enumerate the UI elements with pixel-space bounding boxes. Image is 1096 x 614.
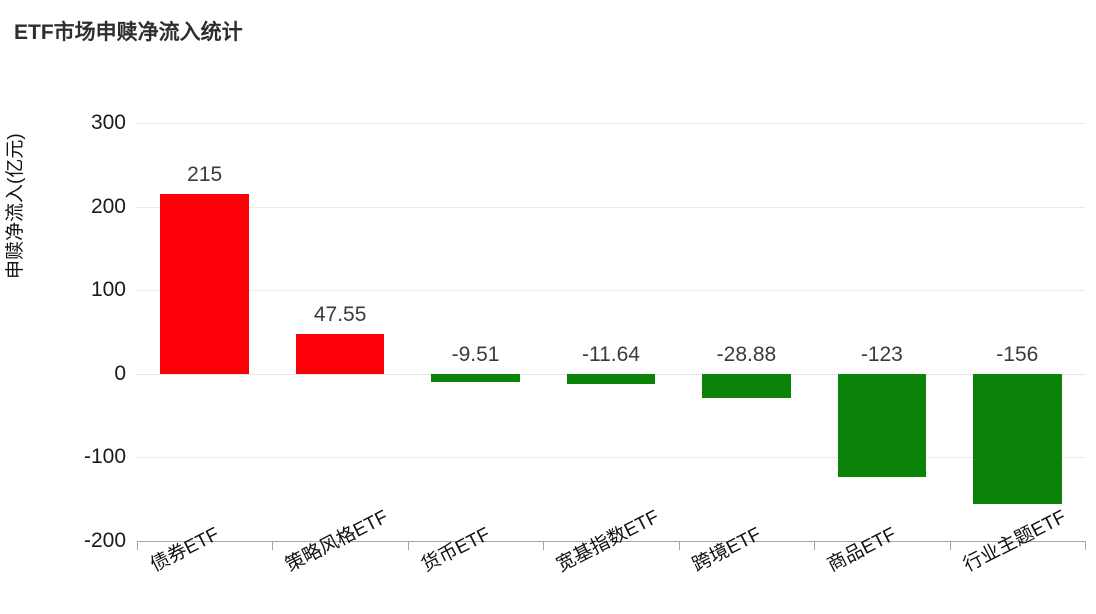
bar-3[interactable] — [431, 373, 520, 382]
x-axis-tick-mark — [543, 541, 545, 550]
plot-area: 215 47.55 -9.51 -11.64 -28.88 -123 -156 — [137, 123, 1085, 542]
bar-value-label-5: -28.88 — [716, 342, 777, 366]
x-axis-tick-mark — [272, 541, 274, 550]
x-axis-line — [137, 541, 1085, 542]
x-axis-tick-mark — [814, 541, 816, 550]
bar-1[interactable] — [160, 194, 250, 374]
bar-7[interactable] — [972, 373, 1062, 505]
x-axis-tick-mark — [137, 541, 138, 550]
bar-value-label-7: -156 — [996, 342, 1039, 366]
bar-value-label-6: -123 — [860, 342, 903, 366]
bar-4[interactable] — [566, 373, 656, 384]
bar-2[interactable] — [295, 334, 385, 374]
gridline — [137, 290, 1085, 292]
bar-value-label-4: -11.64 — [582, 342, 640, 366]
page-title: ETF市场申赎净流入统计 — [14, 21, 243, 44]
x-axis-tick-mark — [407, 541, 409, 550]
bar-value-label-2: 47.55 — [313, 303, 367, 327]
gridline — [137, 457, 1085, 459]
bar-value-label-1: 215 — [187, 163, 223, 187]
y-axis-tick-label: -200 — [83, 529, 126, 552]
y-axis-tick-label: 300 — [90, 111, 126, 134]
gridline — [137, 123, 1085, 124]
y-axis-tick-label: 0 — [114, 361, 126, 385]
x-axis-tick-mark — [678, 541, 680, 550]
bar-5[interactable] — [702, 373, 791, 398]
bar-6[interactable] — [837, 373, 927, 477]
y-axis-tick-label: -100 — [83, 445, 126, 469]
x-axis-tick-mark — [1085, 541, 1086, 550]
y-axis-tick-label: 100 — [90, 278, 126, 302]
y-axis-title-label: 申赎净流入(亿元) — [5, 133, 26, 279]
x-axis-tick-mark — [949, 541, 951, 550]
y-axis-tick-label: 200 — [90, 194, 126, 218]
gridline — [137, 206, 1085, 208]
bar-value-label-3: -9.51 — [451, 342, 500, 366]
y-axis-title: 申赎净流入(亿元) — [0, 133, 27, 279]
